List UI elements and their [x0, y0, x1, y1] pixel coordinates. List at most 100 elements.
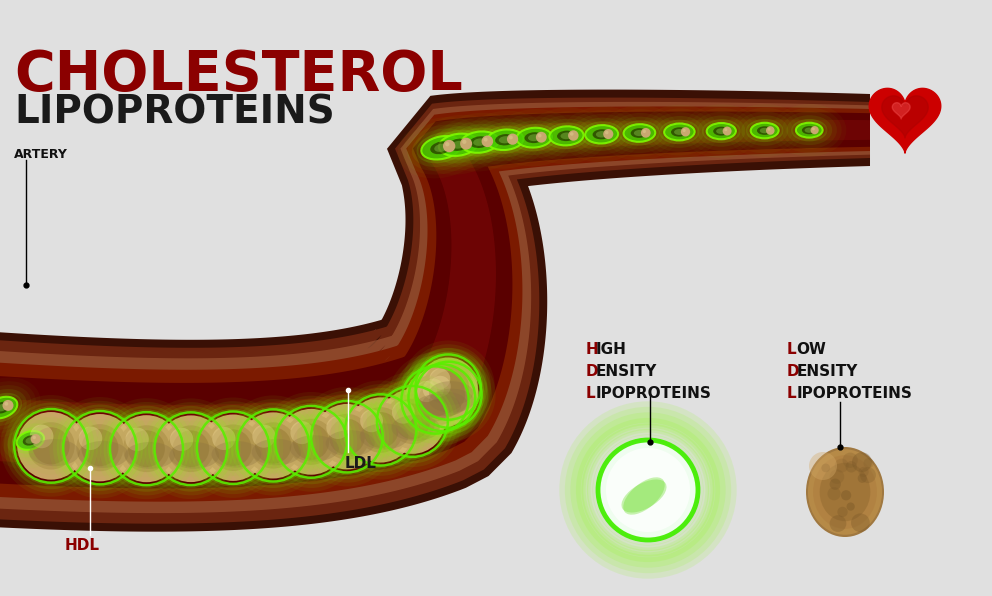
Ellipse shape	[391, 415, 440, 441]
Circle shape	[643, 130, 646, 133]
Text: LDL: LDL	[345, 456, 377, 471]
Circle shape	[430, 368, 450, 389]
Text: ARTERY: ARTERY	[14, 148, 67, 161]
Ellipse shape	[819, 462, 870, 522]
Ellipse shape	[293, 424, 329, 460]
Ellipse shape	[33, 427, 69, 464]
Ellipse shape	[359, 423, 409, 449]
Ellipse shape	[76, 424, 123, 471]
Ellipse shape	[363, 412, 399, 448]
Ellipse shape	[17, 412, 85, 480]
Polygon shape	[0, 102, 870, 513]
Ellipse shape	[550, 126, 583, 145]
Ellipse shape	[624, 124, 656, 142]
Ellipse shape	[806, 447, 884, 537]
Ellipse shape	[438, 134, 478, 156]
Ellipse shape	[426, 381, 458, 414]
Circle shape	[641, 128, 651, 138]
Ellipse shape	[432, 371, 464, 403]
Circle shape	[392, 401, 415, 424]
Ellipse shape	[716, 128, 726, 134]
Ellipse shape	[528, 134, 541, 141]
Ellipse shape	[158, 415, 224, 482]
Circle shape	[842, 452, 858, 468]
Ellipse shape	[495, 134, 515, 145]
Ellipse shape	[469, 136, 490, 148]
Polygon shape	[0, 89, 870, 532]
Ellipse shape	[173, 430, 209, 467]
Ellipse shape	[473, 138, 486, 146]
Ellipse shape	[288, 419, 334, 465]
Circle shape	[125, 427, 149, 451]
Text: ENSITY: ENSITY	[797, 364, 858, 379]
Ellipse shape	[807, 449, 882, 535]
Ellipse shape	[29, 439, 79, 466]
Text: ENSITY: ENSITY	[595, 364, 657, 379]
Polygon shape	[869, 88, 940, 153]
Ellipse shape	[428, 374, 469, 415]
Ellipse shape	[168, 426, 214, 472]
Circle shape	[722, 126, 732, 135]
Ellipse shape	[713, 127, 729, 136]
Circle shape	[445, 142, 449, 147]
Circle shape	[326, 416, 349, 439]
Ellipse shape	[499, 136, 512, 144]
Circle shape	[724, 128, 727, 131]
Ellipse shape	[634, 130, 645, 136]
Circle shape	[568, 131, 578, 141]
Ellipse shape	[487, 129, 524, 150]
Ellipse shape	[423, 362, 473, 412]
Circle shape	[863, 458, 874, 468]
Circle shape	[170, 428, 193, 451]
Circle shape	[443, 140, 455, 152]
Circle shape	[809, 452, 837, 480]
Ellipse shape	[348, 398, 414, 462]
Circle shape	[538, 134, 542, 138]
Ellipse shape	[671, 128, 687, 136]
Circle shape	[858, 467, 869, 477]
Circle shape	[291, 421, 313, 444]
Ellipse shape	[380, 389, 444, 454]
Ellipse shape	[421, 377, 463, 419]
Circle shape	[212, 427, 235, 450]
Circle shape	[834, 458, 848, 473]
Ellipse shape	[409, 374, 461, 426]
Ellipse shape	[23, 435, 38, 446]
Circle shape	[827, 487, 840, 500]
Circle shape	[423, 378, 444, 400]
Circle shape	[416, 381, 437, 402]
Ellipse shape	[423, 392, 467, 416]
Ellipse shape	[796, 123, 822, 138]
Circle shape	[430, 376, 450, 397]
Ellipse shape	[525, 132, 544, 143]
Ellipse shape	[412, 367, 472, 428]
Circle shape	[605, 131, 608, 134]
Ellipse shape	[215, 430, 251, 466]
Ellipse shape	[621, 479, 667, 513]
Circle shape	[606, 448, 690, 532]
Ellipse shape	[428, 367, 469, 408]
Ellipse shape	[17, 431, 44, 450]
Ellipse shape	[592, 129, 611, 139]
Ellipse shape	[283, 414, 339, 470]
Ellipse shape	[250, 423, 297, 468]
Polygon shape	[0, 111, 870, 489]
Ellipse shape	[431, 141, 452, 154]
Circle shape	[30, 424, 54, 448]
Circle shape	[509, 135, 513, 139]
Circle shape	[360, 409, 383, 432]
Ellipse shape	[205, 420, 261, 476]
Circle shape	[462, 139, 466, 144]
Text: IPOPROTEINS: IPOPROTEINS	[797, 386, 913, 401]
Ellipse shape	[447, 139, 469, 151]
Ellipse shape	[71, 419, 129, 476]
Circle shape	[484, 138, 488, 142]
Circle shape	[603, 129, 613, 139]
Ellipse shape	[419, 358, 478, 417]
Ellipse shape	[22, 417, 79, 474]
Ellipse shape	[325, 430, 375, 457]
Ellipse shape	[245, 417, 302, 474]
Ellipse shape	[751, 123, 779, 138]
Ellipse shape	[560, 132, 572, 139]
Circle shape	[681, 127, 690, 136]
